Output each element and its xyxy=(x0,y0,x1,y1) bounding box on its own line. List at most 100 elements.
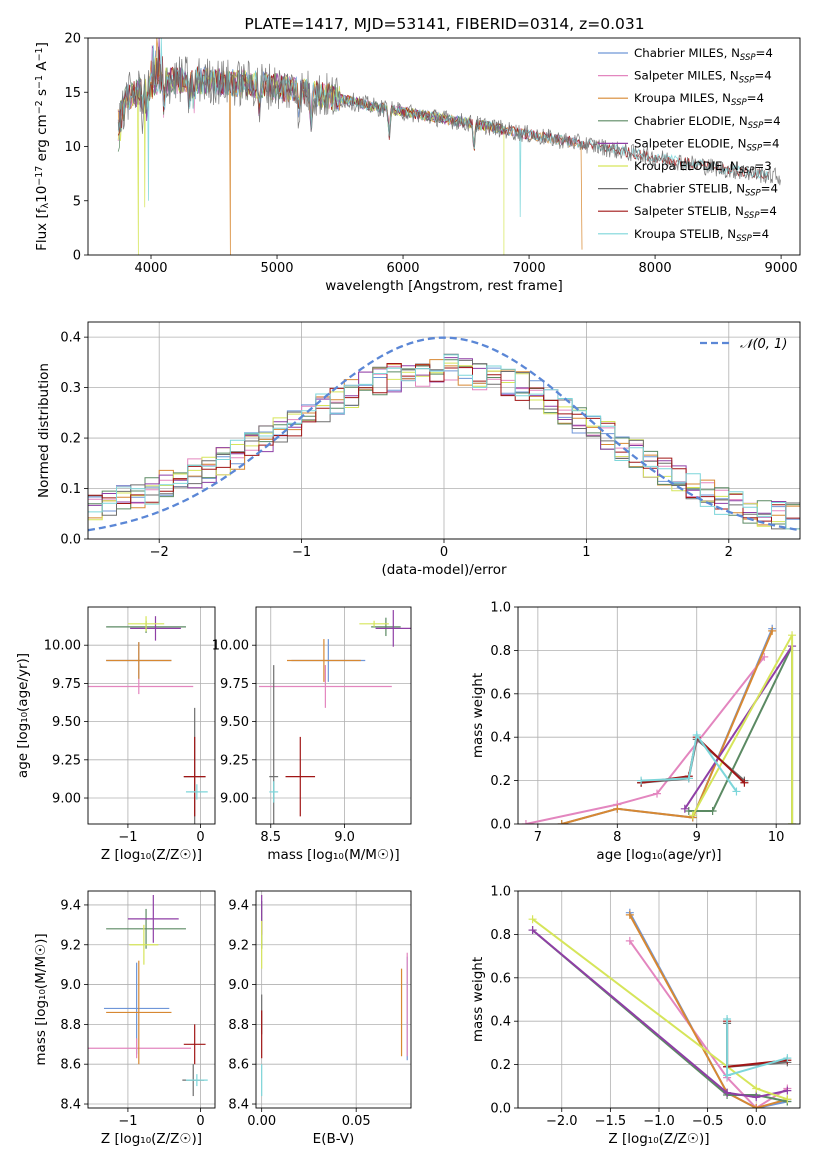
errorbar-salpeter-stelib xyxy=(285,736,316,817)
y-tick-label: 9.0 xyxy=(228,978,249,993)
chart-age_vs_Z: −1 0 9.00 9.25 9.50 9.75 10.00 Z [log₁₀(Z/Z☉)] a… xyxy=(15,606,216,863)
axes-frame xyxy=(87,606,216,825)
x-tick-label: 8000 xyxy=(639,261,672,276)
weight-marker xyxy=(684,774,693,783)
axes-frame xyxy=(255,890,412,1109)
y-tick-label: 0.1 xyxy=(60,482,81,497)
chart-spectrum: 4000 5000 6000 7000 8000 9000 0 5 10 15 20 waveleng… xyxy=(34,32,801,294)
plot-layer: 4000 5000 6000 7000 8000 900005101520waveleng… xyxy=(15,32,801,1147)
y-tick-label: 8.4 xyxy=(228,1098,249,1113)
weight-marker xyxy=(637,776,646,785)
weight-marker xyxy=(752,1093,761,1102)
x-axis-label: Z [log₁₀(Z/Z☉)] xyxy=(608,1131,709,1147)
weight-marker xyxy=(768,626,777,635)
weight-line-salpeter-miles xyxy=(628,940,788,1108)
errorbar-salpeter-miles xyxy=(88,1038,192,1059)
x-tick-label: −0.5 xyxy=(692,1114,724,1129)
axis-ticks: −2 −1 0 1 2 0.0 0.1 0.2 0.3 0.4 xyxy=(60,331,733,560)
weight-marker xyxy=(625,936,634,945)
y-axis-label: mass weight xyxy=(470,673,486,758)
weight-marker xyxy=(692,731,701,740)
y-tick-label: 9.25 xyxy=(220,753,249,768)
plot-area xyxy=(258,610,411,824)
gridlines xyxy=(256,607,411,824)
axis-ticks: −1 0 8.4 8.6 8.8 9.0 9.2 9.4 xyxy=(60,898,204,1129)
legend-label-chabrier-miles: Chabrier MILES, NSSP=4 xyxy=(634,46,773,63)
x-tick-label: −1 xyxy=(292,545,311,560)
chart-mass_vs_Z: −1 0 8.4 8.6 8.8 9.0 9.2 9.4 Z [log₁₀(Z/Z☉)] mass… xyxy=(33,890,216,1147)
weight-marker xyxy=(613,804,622,813)
errorbar-salpeter-elodie xyxy=(130,616,181,641)
y-axis-label: Flux [fλ10−17 erg cm−2 s−1 A−1] xyxy=(34,42,51,251)
y-tick-label: 0.2 xyxy=(60,432,81,447)
y-tick-label: 0 xyxy=(73,249,81,264)
weight-marker xyxy=(723,1071,732,1080)
y-tick-label: 5 xyxy=(73,194,81,209)
y-tick-label: 0.0 xyxy=(60,533,81,548)
gridlines xyxy=(518,890,800,1109)
y-tick-label: 9.4 xyxy=(60,898,81,913)
x-axis-label: mass [log₁₀(M/M☉)] xyxy=(267,847,399,863)
y-tick-label: 0.8 xyxy=(490,644,511,659)
x-tick-label: 0 xyxy=(196,1114,204,1129)
axis-ticks: 4000 5000 6000 7000 8000 9000 0 5 10 15 20 xyxy=(64,32,797,277)
x-tick-label: −1 xyxy=(118,1114,137,1129)
weight-marker xyxy=(783,1086,792,1095)
y-tick-label: 1.0 xyxy=(490,885,511,900)
gridlines xyxy=(256,891,411,1108)
legend-label-kroupa-miles: Kroupa MILES, NSSP=4 xyxy=(634,91,764,108)
weight-marker xyxy=(783,1095,792,1104)
weight-marker xyxy=(521,820,530,824)
weight-marker xyxy=(783,1054,792,1063)
y-tick-label: 0.4 xyxy=(490,731,511,746)
x-tick-label: 7000 xyxy=(513,261,546,276)
chart-weight_vs_Z: −2.0 −1.5 −1.0 −0.5 0.0 0.0 0.2 0.4 0.6 0.8 1.0 Z [… xyxy=(470,885,801,1147)
y-tick-label: 10.00 xyxy=(212,639,249,654)
weight-line-kroupa-stelib xyxy=(641,732,738,793)
x-tick-label: 0.05 xyxy=(342,1114,371,1129)
x-tick-label: −2 xyxy=(150,545,169,560)
errorbar-kroupa-miles xyxy=(106,960,172,1065)
y-tick-label: 9.75 xyxy=(52,677,81,692)
y-tick-label: 0.2 xyxy=(490,774,511,789)
plot-area xyxy=(117,38,781,255)
x-axis-label: Z [log₁₀(Z/Z☉)] xyxy=(101,847,202,863)
y-tick-label: 9.4 xyxy=(228,898,249,913)
y-axis-label: Normed distribution xyxy=(36,363,52,498)
x-tick-label: −2.0 xyxy=(546,1114,578,1129)
chart-residual_distribution: −2 −1 0 1 2 0.0 0.1 0.2 0.3 0.4 (data-model)/error… xyxy=(36,321,801,578)
errorbar-salpeter-miles xyxy=(88,678,194,695)
x-tick-label: 0 xyxy=(196,830,204,845)
x-axis-label: age [log₁₀(age/yr)] xyxy=(596,847,721,863)
x-tick-label: −1.0 xyxy=(643,1114,675,1129)
x-tick-label: 6000 xyxy=(386,261,419,276)
axes-frame xyxy=(87,37,801,256)
y-tick-label: 1.0 xyxy=(490,601,511,616)
errorbar-kroupa-miles xyxy=(287,639,361,682)
y-tick-label: 20 xyxy=(64,32,81,47)
x-tick-label: −1 xyxy=(118,830,137,845)
weight-line-chabrier-elodie xyxy=(688,645,794,824)
y-tick-label: 8.4 xyxy=(60,1098,81,1113)
axes-frame xyxy=(87,890,216,1109)
chart-weight_vs_age: 7 8 9 10 0.0 0.2 0.4 0.6 0.8 1.0 age [log₁₀(age/yr… xyxy=(470,601,801,863)
y-tick-label: 10 xyxy=(64,140,81,155)
errorbar-chabrier-elodie xyxy=(106,908,186,949)
errorbar-kroupa-stelib xyxy=(269,781,279,803)
figure-title: PLATE=1417, MJD=53141, FIBERID=0314, z=0… xyxy=(244,15,644,33)
x-tick-label: −1.5 xyxy=(595,1114,627,1129)
weight-marker xyxy=(653,789,662,798)
y-tick-label: 0.6 xyxy=(490,971,511,986)
weight-marker xyxy=(723,1015,732,1024)
weight-line-kroupa-miles xyxy=(628,914,788,1108)
y-tick-label: 0.3 xyxy=(60,381,81,396)
legend-label-salpeter-stelib: Salpeter STELIB, NSSP=4 xyxy=(634,204,777,221)
axis-ticks: 8.5 9.0 9.00 9.25 9.50 9.75 10.00 xyxy=(212,639,355,845)
weight-marker xyxy=(788,820,797,824)
x-axis-label: wavelength [Angstrom, rest frame] xyxy=(325,278,563,294)
x-tick-label: 5000 xyxy=(260,261,293,276)
legend-label-kroupa-stelib: Kroupa STELIB, NSSP=4 xyxy=(634,227,769,244)
gridlines xyxy=(88,891,215,1108)
weight-line-kroupa-miles xyxy=(561,630,774,824)
x-tick-label: 7 xyxy=(534,830,542,845)
